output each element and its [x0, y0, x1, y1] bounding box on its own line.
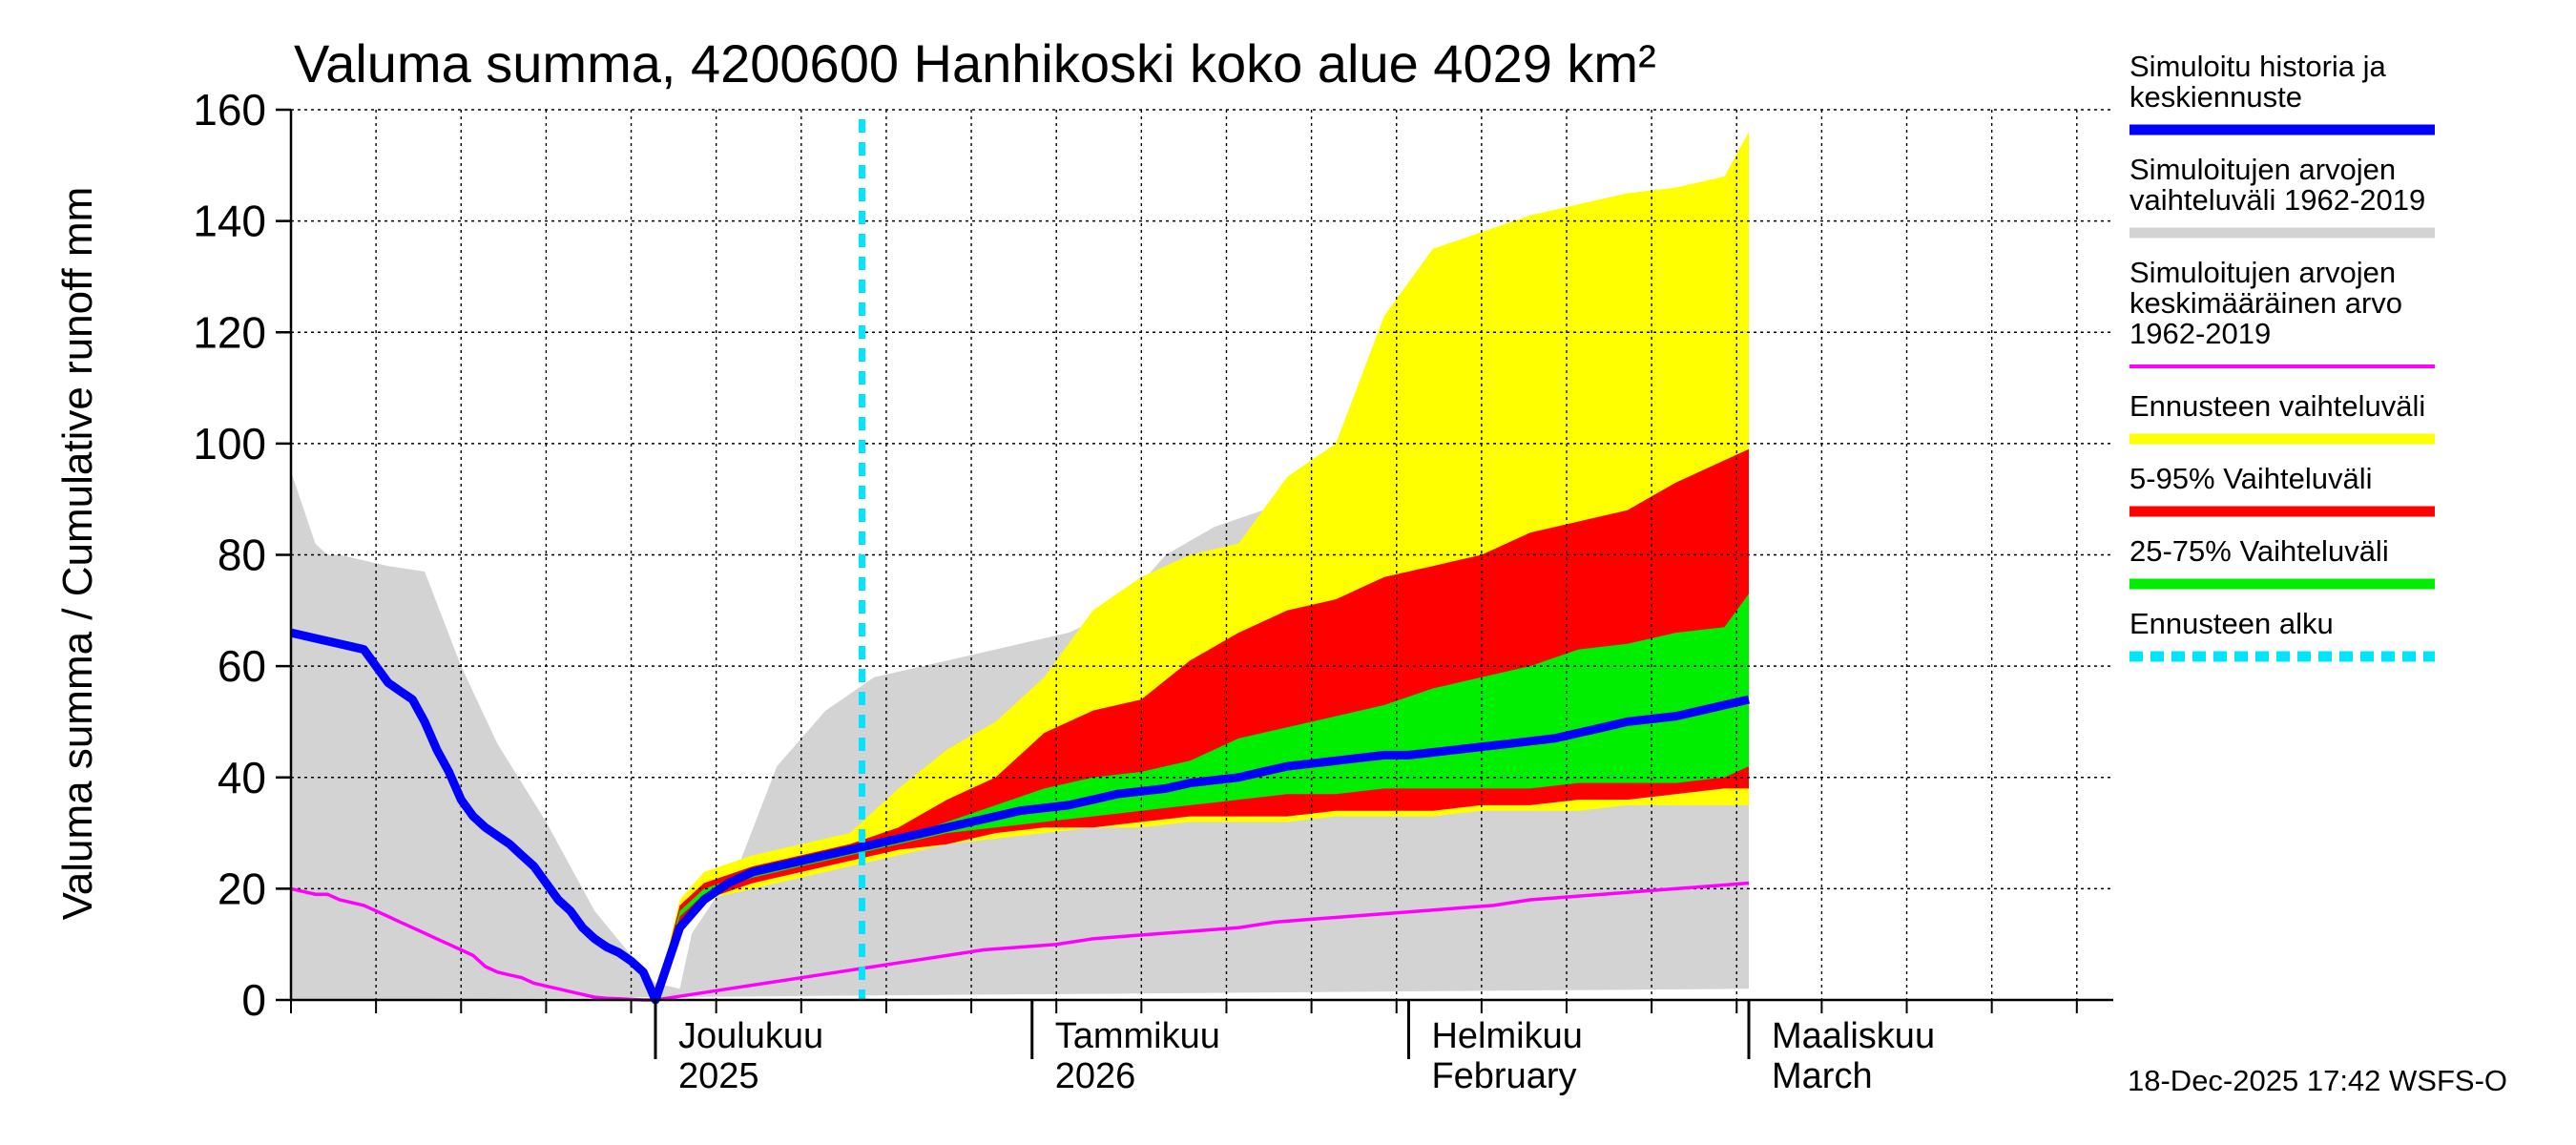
- x-year-label: February: [1431, 1056, 1576, 1096]
- legend-label: keskimääräinen arvo: [2129, 286, 2402, 320]
- chart-title: Valuma summa, 4200600 Hanhikoski koko al…: [294, 33, 1656, 94]
- y-tick-label: 0: [241, 975, 266, 1025]
- legend: Simuloitu historia jakeskiennusteSimuloi…: [2129, 50, 2435, 662]
- x-month-label: Helmikuu: [1431, 1016, 1582, 1056]
- p25-75-band: [655, 593, 1749, 1000]
- legend-label: 5-95% Vaihteluväli: [2129, 462, 2372, 495]
- x-month-label: Tammikuu: [1055, 1016, 1220, 1056]
- x-year-label: March: [1772, 1056, 1873, 1096]
- legend-item-p25_75: 25-75% Vaihteluväli: [2129, 534, 2435, 590]
- x-year-label: 2026: [1055, 1056, 1136, 1096]
- y-tick-label: 80: [218, 531, 266, 580]
- history-median-line: [289, 628, 1750, 1005]
- y-axis-label: Valuma summa / Cumulative runoff mm: [54, 187, 101, 921]
- legend-item-forecast_start: Ennusteen alku: [2129, 607, 2435, 662]
- x-month-label: Maaliskuu: [1772, 1016, 1935, 1056]
- y-tick-label: 160: [193, 85, 266, 135]
- legend-label: 25-75% Vaihteluväli: [2129, 534, 2389, 568]
- legend-label: Ennusteen vaihteluväli: [2129, 389, 2425, 423]
- y-tick-label: 20: [218, 864, 266, 913]
- p5-95-band: [655, 448, 1749, 1000]
- legend-label: Simuloitujen arvojen: [2129, 256, 2396, 289]
- x-month-label: Joulukuu: [678, 1016, 823, 1056]
- hist-mean-line: [290, 881, 1750, 1002]
- legend-item-forecast_range: Ennusteen vaihteluväli: [2129, 389, 2435, 445]
- legend-label: vaihteluväli 1962-2019: [2129, 183, 2425, 217]
- x-year-label: 2025: [678, 1056, 759, 1096]
- y-tick-label: 140: [193, 197, 266, 246]
- plot-area: [289, 109, 2113, 1005]
- y-tick-label: 40: [218, 753, 266, 802]
- legend-label: Simuloitujen arvojen: [2129, 153, 2396, 186]
- legend-item-p5_95: 5-95% Vaihteluväli: [2129, 462, 2435, 517]
- legend-label: Simuloitu historia ja: [2129, 50, 2387, 83]
- timestamp-label: 18-Dec-2025 17:42 WSFS-O: [2128, 1064, 2507, 1097]
- y-tick-label: 120: [193, 307, 266, 357]
- legend-label: keskiennuste: [2129, 80, 2302, 114]
- legend-label: 1962-2019: [2129, 317, 2271, 350]
- y-tick-label: 100: [193, 419, 266, 468]
- y-tick-label: 60: [218, 641, 266, 691]
- legend-label: Ennusteen alku: [2129, 607, 2334, 640]
